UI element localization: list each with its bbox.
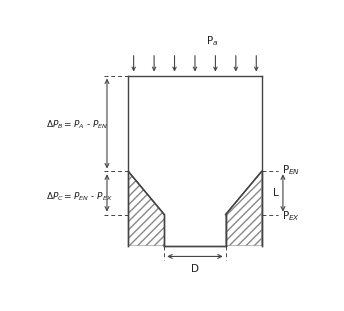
Text: P$_{EN}$: P$_{EN}$ bbox=[282, 163, 300, 177]
Text: L: L bbox=[273, 188, 279, 198]
Polygon shape bbox=[226, 171, 261, 246]
Text: P$_a$: P$_a$ bbox=[206, 34, 219, 48]
Text: D: D bbox=[191, 264, 199, 274]
Polygon shape bbox=[128, 171, 164, 246]
Text: $\Delta P_B = P_A$ - $P_{EN}$: $\Delta P_B = P_A$ - $P_{EN}$ bbox=[46, 118, 108, 131]
Text: $\Delta P_C = P_{EN}$ - $P_{EX}$: $\Delta P_C = P_{EN}$ - $P_{EX}$ bbox=[46, 190, 112, 203]
Text: P$_{EX}$: P$_{EX}$ bbox=[282, 209, 300, 223]
